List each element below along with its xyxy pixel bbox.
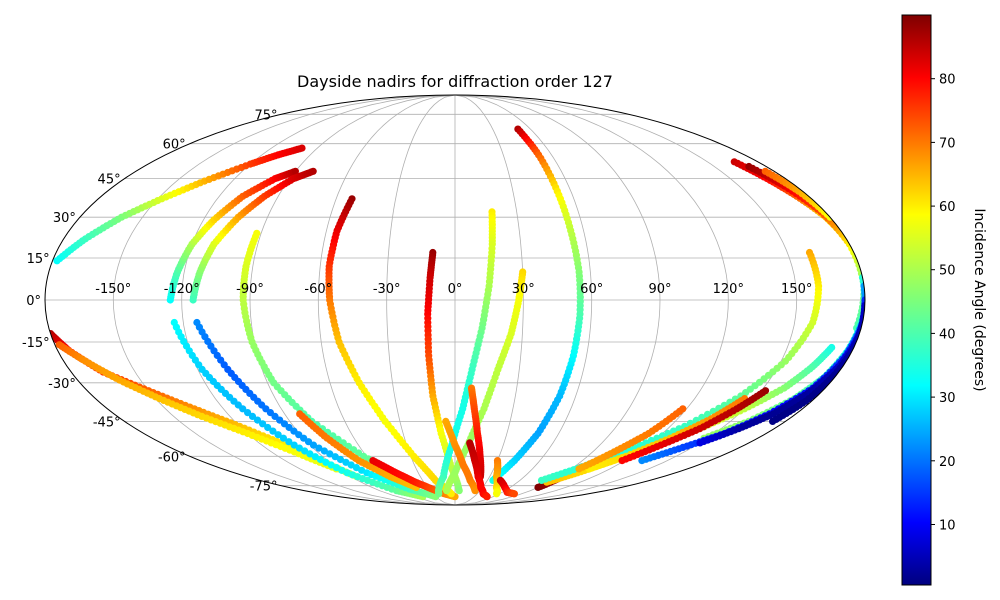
data-point <box>248 412 257 420</box>
data-point <box>315 444 323 452</box>
chart-title: Dayside nadirs for diffraction order 127 <box>297 72 613 91</box>
colorbar-tick-label: 30 <box>939 391 956 406</box>
data-point <box>295 444 303 452</box>
lat-tick-label: -15° <box>22 336 50 351</box>
data-point <box>698 413 706 421</box>
data-point <box>311 453 319 461</box>
data-point <box>269 427 277 435</box>
data-point <box>253 416 262 424</box>
data-point <box>291 167 299 175</box>
lat-tick-label: 30° <box>53 211 76 226</box>
lon-tick-label: 0° <box>448 282 463 297</box>
lat-tick-label: -60° <box>158 450 186 465</box>
data-point <box>344 442 352 450</box>
data-point <box>443 487 451 495</box>
lat-tick-label: 0° <box>26 294 41 309</box>
lon-tick-label: 60° <box>580 282 603 297</box>
data-point <box>342 458 350 466</box>
data-point <box>259 420 267 428</box>
data-point <box>279 434 287 442</box>
map-boundary <box>44 94 866 506</box>
data-point <box>326 450 334 458</box>
lon-tick-label: 30° <box>512 282 535 297</box>
colorbar-tick-label: 70 <box>939 136 956 151</box>
data-point <box>285 438 293 446</box>
longitude-tick-labels: -150° -120° -90° -60° -30° 0° 30° 60° 90° 120° 150… <box>95 282 812 297</box>
data-point <box>309 167 317 175</box>
lat-tick-label: 45° <box>98 173 121 188</box>
colorbar-tick-label: 10 <box>939 519 956 534</box>
data-point <box>537 476 546 484</box>
colorbar-tick-label: 40 <box>939 327 956 342</box>
map-gridlines <box>45 95 865 505</box>
colorbar-tick-label: 20 <box>939 455 956 470</box>
lat-tick-label: -30° <box>48 377 76 392</box>
data-point <box>638 457 646 465</box>
lat-tick-label: -45° <box>93 415 121 430</box>
data-point <box>575 465 583 473</box>
lon-tick-label: 90° <box>648 282 671 297</box>
lat-tick-label: 75° <box>254 108 277 123</box>
lon-tick-label: -90° <box>236 282 264 297</box>
lat-tick-label: 60° <box>163 138 186 153</box>
data-point <box>309 441 318 449</box>
data-point <box>455 487 463 495</box>
lon-tick-label: 120° <box>713 282 744 297</box>
colorbar-tick-label: 50 <box>939 264 956 279</box>
latitude-tick-labels: 75° 60° 45° 30° 15° 0° -15° -30° -45° -60° -75° <box>22 108 278 494</box>
data-point <box>618 457 626 465</box>
lon-tick-label: -120° <box>164 282 200 297</box>
data-point <box>331 453 339 461</box>
data-point <box>338 466 346 474</box>
data-point <box>322 458 330 466</box>
data-point <box>320 447 328 455</box>
data-point <box>306 450 314 458</box>
data-point <box>336 455 345 464</box>
lon-tick-label: -150° <box>95 282 131 297</box>
data-point <box>264 423 272 432</box>
lon-tick-label: -60° <box>304 282 332 297</box>
data-point <box>316 455 325 464</box>
map-data-points <box>47 125 865 501</box>
lat-tick-label: 15° <box>27 252 50 267</box>
data-point <box>290 441 298 449</box>
data-point <box>435 490 443 498</box>
lon-tick-label: 150° <box>781 282 812 297</box>
lon-tick-label: -30° <box>373 282 401 297</box>
data-point <box>696 439 704 447</box>
colorbar-ticks: 10 20 30 40 50 60 70 80 <box>931 73 956 534</box>
colorbar <box>901 14 932 586</box>
data-point <box>332 464 341 472</box>
data-point <box>244 409 252 417</box>
data-point <box>471 487 479 495</box>
data-point <box>298 144 306 152</box>
lat-tick-label: -75° <box>250 480 278 495</box>
data-point <box>510 490 518 498</box>
colorbar-tick-label: 80 <box>939 73 956 88</box>
data-point <box>274 431 282 439</box>
data-point <box>769 417 777 425</box>
data-point <box>483 493 491 501</box>
colorbar-tick-label: 60 <box>939 200 956 215</box>
data-point <box>239 405 247 413</box>
colorbar-label: Incidence Angle (degrees) <box>971 208 987 391</box>
data-point <box>493 490 501 498</box>
